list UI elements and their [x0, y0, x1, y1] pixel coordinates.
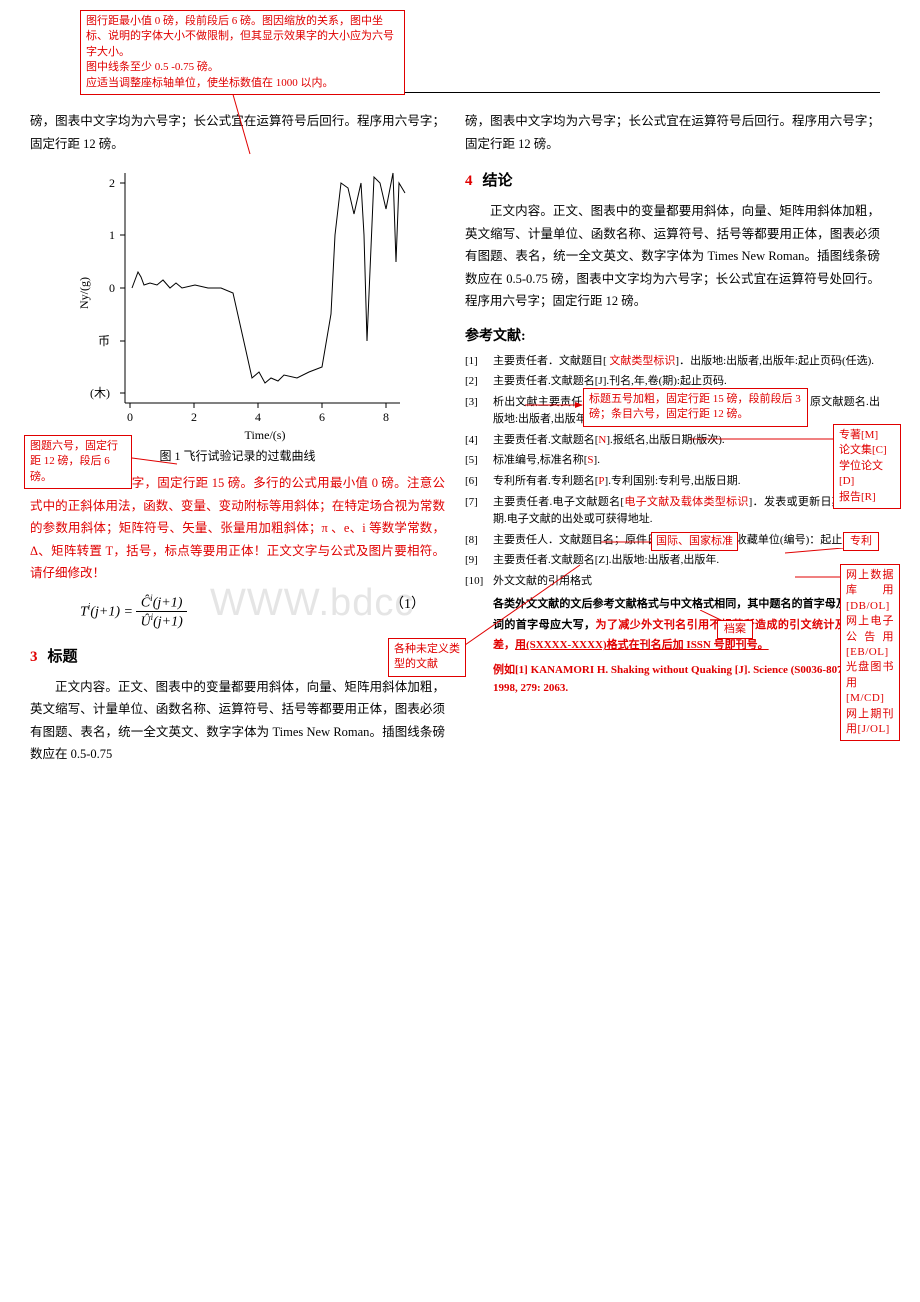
callout-standard: 国际、国家标准 — [651, 532, 738, 551]
svg-text:8: 8 — [383, 410, 389, 424]
ref-example: 例如[1] KANAMORI H. Shaking without Quakin… — [465, 662, 880, 697]
section-4-heading: 4结论 — [465, 169, 880, 190]
callout-ref-heading: 标题五号加粗，固定行距 15 磅，段前段后 3 磅；条目六号，固定行距 12 磅… — [583, 388, 808, 427]
y-label: Ny/(g) — [77, 277, 91, 309]
callout-online: 网上数据库 用[DB/OL] 网上电子公 告 用[EB/OL] 光盘图书用[M/… — [840, 564, 900, 741]
ref-item: [1]主要责任者．文献题目[ 文献类型标识]．出版地:出版者,出版年:起止页码(… — [465, 353, 880, 371]
callout-arrow-2 — [132, 450, 182, 468]
svg-text:1: 1 — [109, 228, 115, 242]
callout-arrow-9 — [460, 560, 590, 650]
svg-text:(木): (木) — [90, 386, 110, 400]
svg-text:0: 0 — [127, 410, 133, 424]
y-ticks: 2 1 0 币 (木) — [90, 176, 125, 400]
svg-text:2: 2 — [191, 410, 197, 424]
callout-ref-types: 专著[M] 论文集[C] 学位论文[D] 报告[R] — [833, 424, 901, 509]
callout-arrow-6 — [785, 548, 845, 558]
callout-arrow-5 — [601, 538, 653, 546]
section-4-body: 正文内容。正文、图表中的变量都要用斜体，向量、矩阵用斜体加粗，英文缩写、计量单位… — [465, 200, 880, 313]
section-3-heading: 3标题 — [30, 645, 445, 666]
callout-chart-rules: 图行距最小值 0 磅，段前段后 6 磅。图因缩放的关系，图中坐标、说明的字体大小… — [80, 10, 405, 95]
callout-arrow-3 — [525, 402, 585, 412]
callout-arrow-7 — [795, 572, 843, 582]
ref-item: [7]主要责任者.电子文献题名[电子文献及载体类型标识]．发表或更新日期/引用日… — [465, 494, 880, 529]
svg-text:0: 0 — [109, 281, 115, 295]
line-chart: 2 1 0 币 (木) 0 2 — [70, 163, 410, 443]
svg-text:4: 4 — [255, 410, 261, 424]
right-column: 磅，图表中文字均为六号字；长公式宜在运算符号后回行。程序用六号字；固定行距 12… — [465, 110, 880, 766]
references-heading: 参考文献: — [465, 325, 880, 345]
formula: Ti(j+1) = Ĉi(j+1) Ûi(j+1) （1） — [80, 593, 445, 631]
section-3-body: 正文内容。正文、图表中的变量都要用斜体，向量、矩阵用斜体加粗，英文缩写、计量单位… — [30, 676, 445, 766]
callout-archive: 档案 — [717, 620, 753, 639]
left-column: 磅，图表中文字均为六号字；长公式宜在运算符号后回行。程序用六号字；固定行距 12… — [30, 110, 445, 766]
right-intro: 磅，图表中文字均为六号字；长公式宜在运算符号后回行。程序用六号字；固定行距 12… — [465, 110, 880, 155]
chart-line — [132, 173, 405, 383]
callout-arrow-4 — [690, 434, 835, 444]
svg-text:币: 币 — [98, 334, 110, 348]
x-label: Time/(s) — [245, 428, 286, 442]
ref-item: [6]专利所有者.专利题名[P].专利国别:专利号,出版日期. — [465, 473, 880, 491]
callout-undefined: 各种未定义类型的文献 — [388, 638, 466, 677]
x-ticks: 0 2 4 6 8 — [127, 403, 389, 424]
callout-caption: 图题六号，固定行距 12 磅，段后 6 磅。 — [24, 435, 132, 489]
callout-arrow — [220, 84, 260, 164]
svg-text:2: 2 — [109, 176, 115, 190]
callout-patent: 专利 — [843, 532, 879, 551]
ref-item: [5]标准编号,标准名称[S]. — [465, 452, 880, 470]
svg-text:6: 6 — [319, 410, 325, 424]
